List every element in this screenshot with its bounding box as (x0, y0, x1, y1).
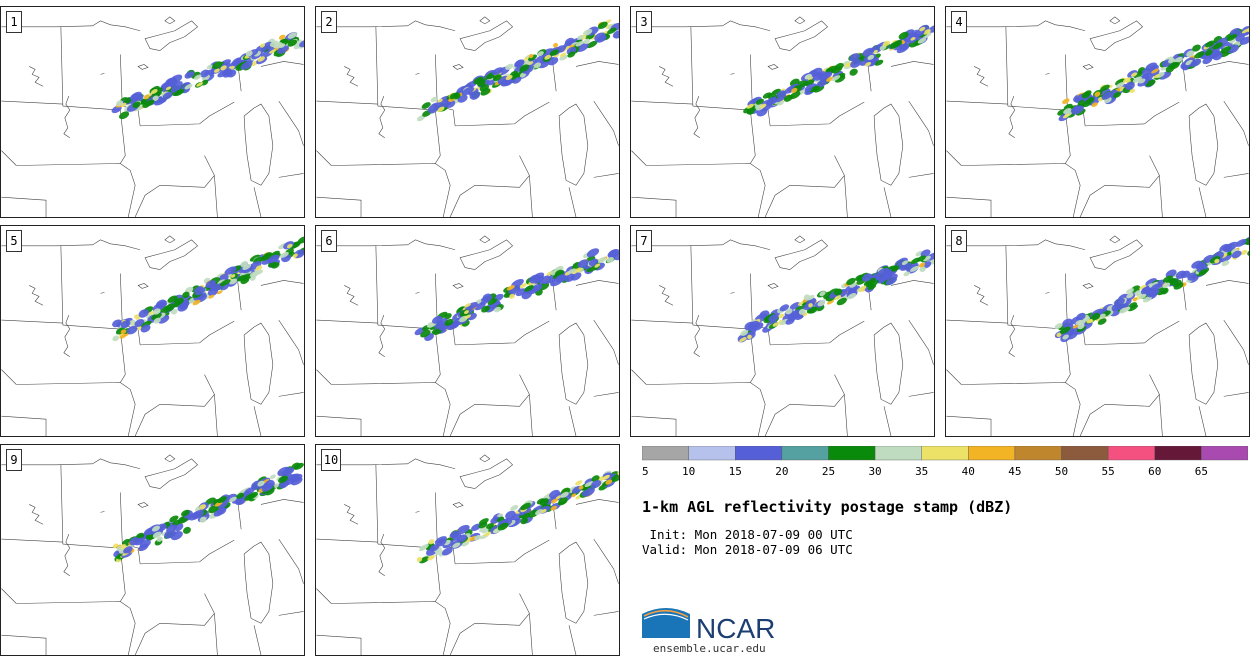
colorbar-swatch (688, 446, 736, 461)
map-member-4 (946, 16, 1249, 217)
colorbar-tick-label: 5 (642, 465, 649, 476)
colorbar-tick-label: 10 (682, 465, 695, 476)
map-member-1 (1, 16, 304, 217)
ensemble-member-panel-5: 5 (0, 225, 305, 437)
member-label-4: 4 (951, 11, 967, 33)
map-member-8 (946, 235, 1249, 436)
member-label-2: 2 (321, 11, 337, 33)
colorbar-tick-label: 55 (1102, 465, 1115, 476)
map-member-10 (316, 454, 619, 655)
map-member-7 (631, 235, 934, 436)
ensemble-member-panel-7: 7 (630, 225, 935, 437)
ensemble-member-panel-2: 2 (315, 6, 620, 218)
member-label-3: 3 (636, 11, 652, 33)
member-label-6: 6 (321, 230, 337, 252)
map-member-3 (631, 16, 934, 217)
colorbar-swatch (1014, 446, 1062, 461)
colorbar-swatch (921, 446, 969, 461)
figure-title: 1-km AGL reflectivity postage stamp (dBZ… (642, 498, 1013, 516)
colorbar-tick-label: 35 (915, 465, 928, 476)
colorbar-swatch (874, 446, 922, 461)
ensemble-member-panel-1: 1 (0, 6, 305, 218)
colorbar-tick-label: 20 (775, 465, 788, 476)
member-label-7: 7 (636, 230, 652, 252)
colorbar-tick-label: 65 (1195, 465, 1208, 476)
colorbar-swatch (1201, 446, 1248, 461)
ncar-logo: NCAR (642, 608, 775, 644)
colorbar-swatch (828, 446, 876, 461)
colorbar-tick-label: 40 (962, 465, 975, 476)
map-member-2 (316, 16, 619, 217)
colorbar-tick-label: 50 (1055, 465, 1068, 476)
colorbar-swatch (781, 446, 829, 461)
valid-time: Valid: Mon 2018-07-09 06 UTC (642, 542, 853, 557)
ensemble-member-panel-4: 4 (945, 6, 1250, 218)
colorbar-swatch (735, 446, 783, 461)
member-label-1: 1 (6, 11, 22, 33)
ensemble-member-panel-6: 6 (315, 225, 620, 437)
colorbar-swatch (968, 446, 1016, 461)
colorbar-tick-label: 30 (868, 465, 881, 476)
map-member-6 (316, 235, 619, 436)
init-time: Init: Mon 2018-07-09 00 UTC (642, 527, 853, 542)
colorbar-swatch (642, 446, 689, 461)
colorbar-tick-label: 60 (1148, 465, 1161, 476)
ensemble-member-panel-9: 9 (0, 444, 305, 656)
colorbar-swatch (1061, 446, 1109, 461)
member-label-8: 8 (951, 230, 967, 252)
reflectivity-colorbar: 5 10 15 20 25 30 35 40 45 50 55 60 65 (642, 446, 1248, 476)
colorbar-swatch (1107, 446, 1155, 461)
colorbar-tick-label: 25 (822, 465, 835, 476)
colorbar-tick-label: 45 (1008, 465, 1021, 476)
colorbar-tick-label: 15 (729, 465, 742, 476)
colorbar-swatch (1154, 446, 1202, 461)
map-member-9 (1, 454, 304, 655)
ncar-wordmark: NCAR (696, 613, 775, 644)
ensemble-member-panel-8: 8 (945, 225, 1250, 437)
member-label-5: 5 (6, 230, 22, 252)
ensemble-url: ensemble.ucar.edu (653, 642, 766, 655)
ensemble-member-panel-3: 3 (630, 6, 935, 218)
map-member-5 (1, 235, 304, 436)
member-label-9: 9 (6, 449, 22, 471)
member-label-10: 10 (321, 449, 341, 471)
ensemble-member-panel-10: 10 (315, 444, 620, 656)
